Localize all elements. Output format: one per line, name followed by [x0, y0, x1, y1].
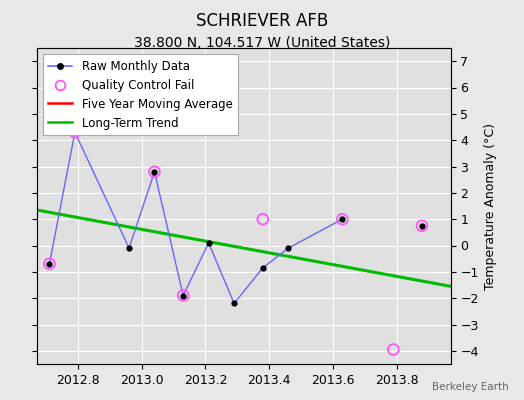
- Text: SCHRIEVER AFB: SCHRIEVER AFB: [196, 12, 328, 30]
- Text: Berkeley Earth: Berkeley Earth: [432, 382, 508, 392]
- Point: [258, 216, 267, 222]
- Point: [418, 222, 426, 229]
- Y-axis label: Temperature Anomaly (°C): Temperature Anomaly (°C): [484, 122, 497, 290]
- Point: [338, 216, 346, 222]
- Point: [179, 292, 188, 299]
- Legend: Raw Monthly Data, Quality Control Fail, Five Year Moving Average, Long-Term Tren: Raw Monthly Data, Quality Control Fail, …: [42, 54, 238, 136]
- Point: [150, 168, 159, 175]
- Point: [45, 261, 53, 267]
- Point: [389, 346, 398, 353]
- Text: 38.800 N, 104.517 W (United States): 38.800 N, 104.517 W (United States): [134, 36, 390, 50]
- Point: [71, 129, 79, 136]
